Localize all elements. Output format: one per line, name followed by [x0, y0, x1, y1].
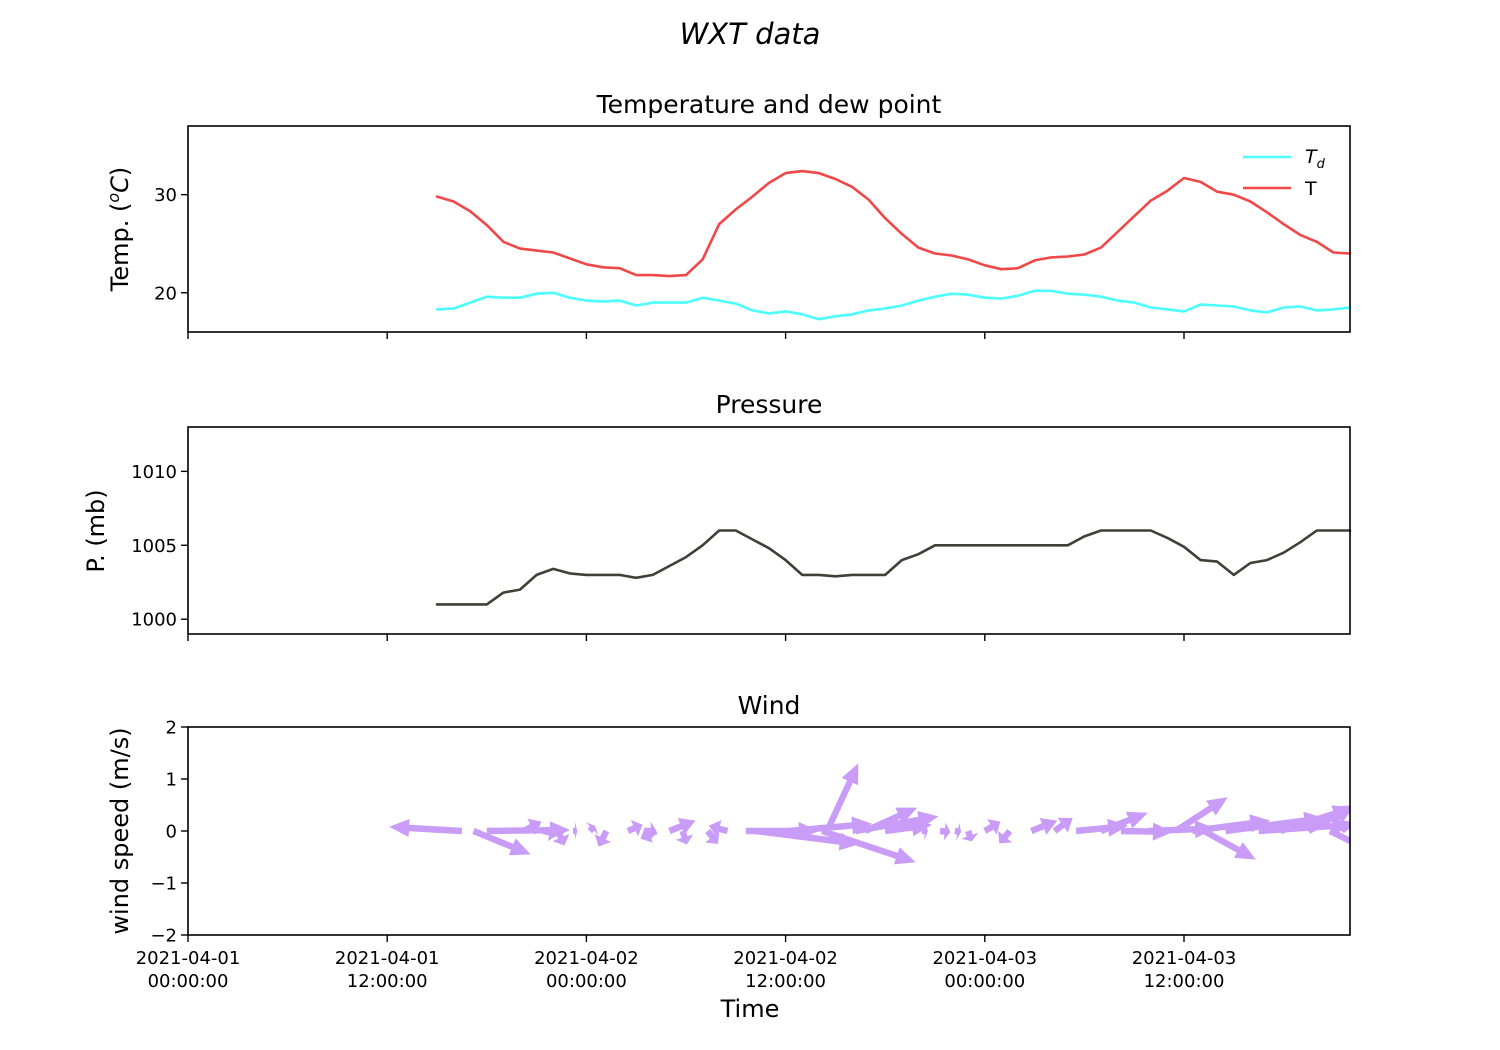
x-tick-label: 12:00:00: [1144, 971, 1225, 992]
wind-arrow: [1052, 817, 1073, 834]
wind-arrow: [521, 818, 542, 835]
wind-y-axis-label: wind speed (m/s): [106, 727, 134, 934]
wind-arrow: [1120, 822, 1173, 841]
wind-plot-area: [389, 763, 1350, 865]
series-line-pressure: [435, 529, 1352, 606]
pressure-axes-frame: [187, 426, 1351, 635]
x-tick-label: 00:00:00: [944, 971, 1025, 992]
y-tick-label: 1005: [131, 536, 177, 557]
y-tick-label: 1: [166, 770, 177, 791]
pressure-y-ticks: 1000 1005 1010: [131, 462, 188, 631]
wind-arrow: [472, 828, 531, 856]
wind-arrow: [884, 818, 932, 837]
temperature-panel-title: Temperature and dew point: [596, 90, 942, 119]
temperature-legend: Td T: [1243, 146, 1326, 200]
pressure-panel: Pressure 1000 1005 1010 P. (mb): [82, 390, 1352, 641]
wind-arrow: [626, 819, 643, 837]
series-line-dew-point: [435, 289, 1352, 321]
wind-arrow: [755, 827, 860, 851]
wind-arrow: [708, 820, 729, 838]
y-tick-label: 30: [154, 185, 177, 206]
wind-arrow: [1279, 805, 1350, 834]
wind-y-ticks: −2 −1 0 1 2: [150, 718, 188, 947]
wind-arrow: [1191, 814, 1271, 835]
legend-label-temperature: T: [1304, 178, 1317, 200]
pressure-panel-title: Pressure: [716, 390, 823, 419]
wind-arrow: [821, 828, 916, 865]
temperature-plot-area: [435, 169, 1352, 321]
wind-x-ticks: 2021-04-0100:00:002021-04-0112:00:002021…: [136, 935, 1237, 992]
wind-arrow: [542, 823, 558, 842]
wind-arrow: [594, 829, 611, 847]
wind-arrow: [1225, 811, 1325, 835]
wind-arrow: [705, 829, 720, 844]
wind-arrow: [389, 819, 463, 837]
wind-arrow: [1306, 805, 1350, 834]
wind-arrow: [1328, 828, 1350, 845]
x-axis-label: Time: [720, 995, 780, 1023]
series-line-temperature: [435, 169, 1352, 278]
wind-panel-title: Wind: [738, 691, 801, 720]
y-tick-label: −2: [150, 926, 177, 947]
x-tick-label: 2021-04-03: [1132, 948, 1237, 969]
x-tick-label: 12:00:00: [347, 971, 428, 992]
wind-arrow: [668, 818, 696, 835]
wind-arrow: [824, 763, 859, 833]
wind-arrow: [675, 830, 694, 845]
wind-arrow: [921, 822, 928, 840]
y-tick-label: −1: [150, 874, 177, 895]
wind-arrow: [1099, 811, 1148, 834]
temperature-x-ticks: [187, 332, 1185, 339]
figure-suptitle: WXT data: [680, 17, 821, 51]
wind-arrow: [1030, 818, 1058, 835]
temperature-y-axis-unit: o: [104, 193, 123, 203]
pressure-y-axis-label: P. (mb): [82, 489, 110, 572]
pressure-x-ticks: [187, 634, 1185, 641]
x-tick-label: 2021-04-03: [932, 948, 1037, 969]
wind-arrow: [1339, 820, 1350, 834]
y-tick-label: 20: [154, 283, 177, 304]
y-tick-label: 1010: [131, 462, 177, 483]
wind-arrow: [983, 819, 1001, 835]
x-tick-label: 2021-04-01: [335, 948, 440, 969]
x-tick-label: 2021-04-02: [534, 948, 639, 969]
wind-arrow: [961, 829, 979, 842]
x-tick-label: 2021-04-01: [136, 948, 241, 969]
temperature-axes-frame: [187, 125, 1351, 333]
wind-arrow: [573, 822, 578, 840]
temperature-y-axis-label: Temp. (oC): [104, 167, 134, 293]
wind-arrow: [1174, 797, 1228, 834]
pressure-plot-area: [435, 529, 1352, 606]
wind-arrow: [954, 822, 962, 841]
wind-arrow: [864, 807, 918, 834]
wind-arrow: [585, 822, 599, 835]
x-tick-label: 12:00:00: [745, 971, 826, 992]
x-tick-label: 00:00:00: [148, 971, 229, 992]
wind-arrow: [998, 829, 1013, 844]
x-tick-label: 00:00:00: [546, 971, 627, 992]
wind-arrow: [552, 829, 570, 846]
wind-arrow: [1202, 828, 1256, 860]
x-tick-label: 2021-04-02: [733, 948, 838, 969]
y-tick-label: 2: [166, 718, 177, 739]
wind-arrow: [939, 822, 951, 841]
y-tick-label: 0: [166, 822, 177, 843]
y-tick-label: 1000: [131, 610, 177, 631]
legend-label-dew-point: Td: [1305, 146, 1326, 172]
wind-arrow: [640, 826, 658, 843]
